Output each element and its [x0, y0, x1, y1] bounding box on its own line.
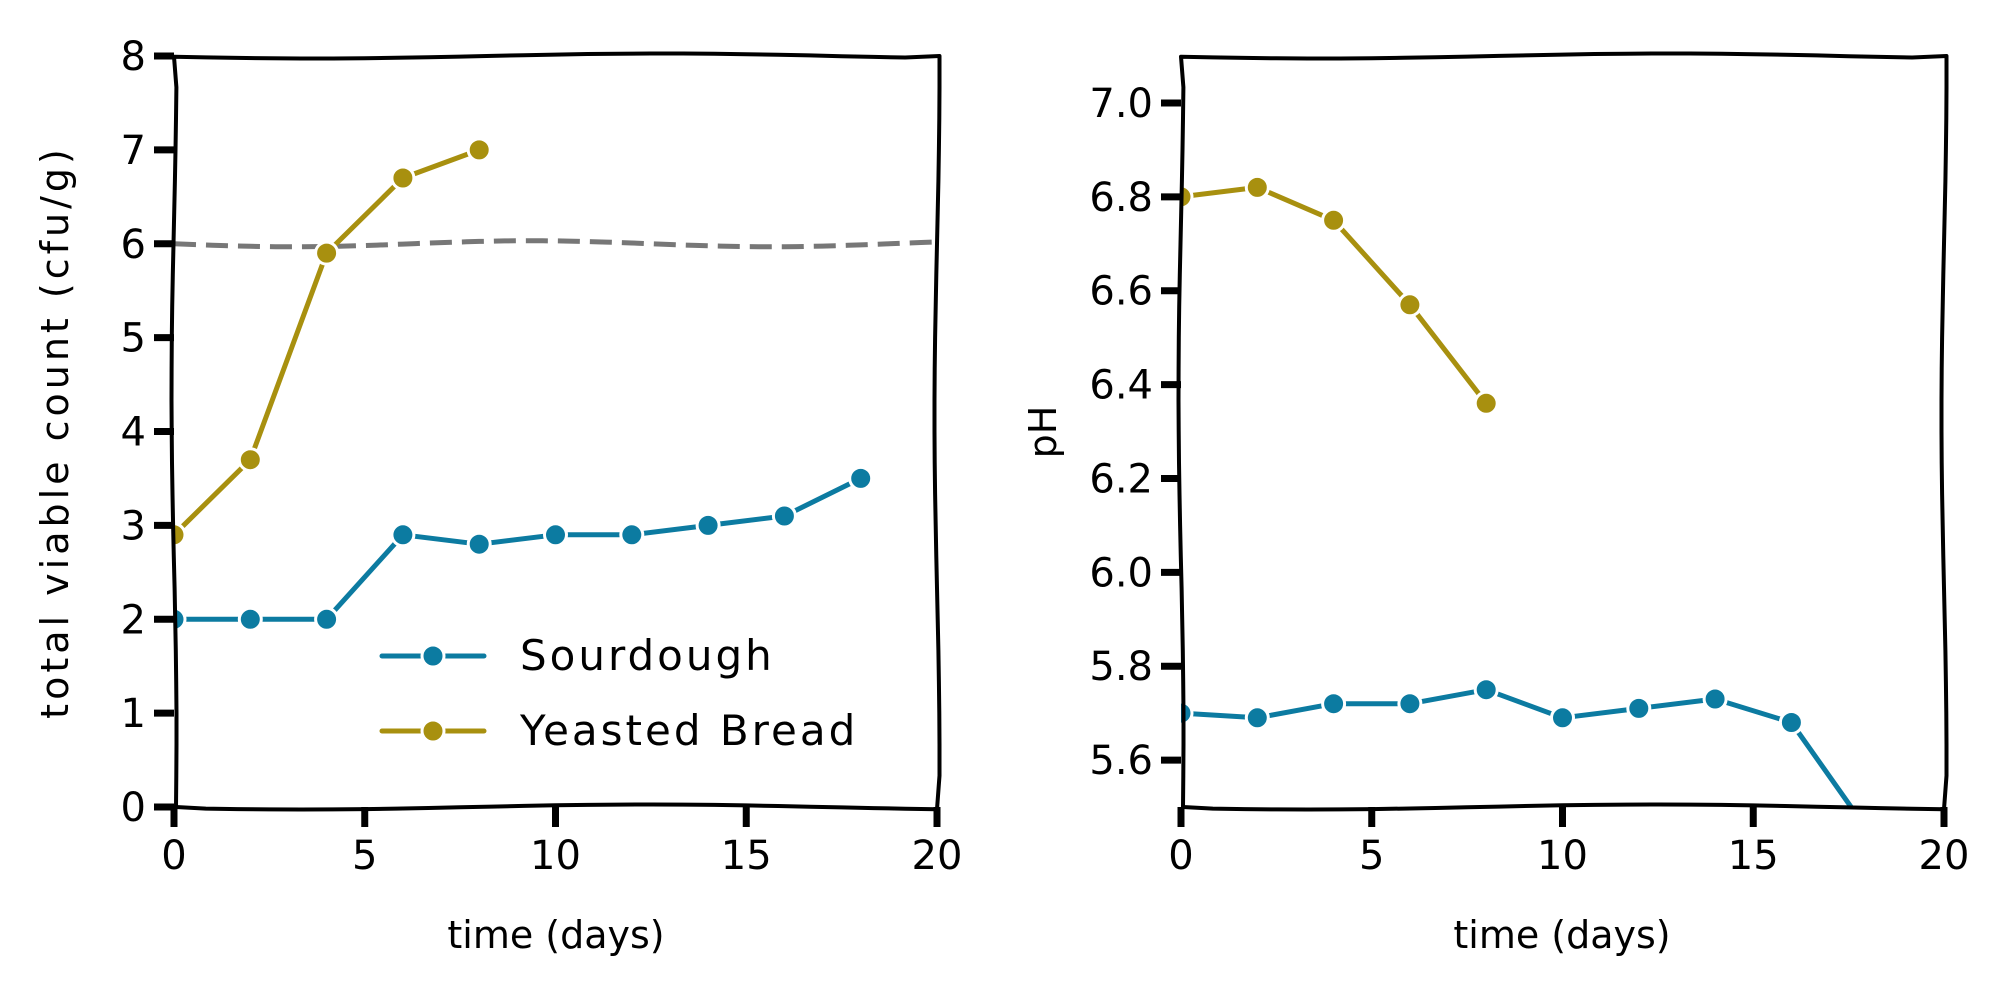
left-point-yeasted-bread-4 [466, 137, 492, 163]
left-point-sourdough-9 [848, 465, 874, 491]
left-y-tick-label-2: 2 [121, 597, 146, 643]
right-y-tick-label-6-8: 6.8 [1089, 175, 1153, 221]
left-axis-ticks: 0 5 10 15 20 0 1 2 3 4 5 6 7 8 [121, 34, 963, 879]
right-point-sourdough-7 [1702, 686, 1728, 712]
right-x-tick-label-15: 15 [1728, 833, 1779, 879]
left-point-sourdough-8 [771, 503, 797, 529]
right-y-tick-label-6-2: 6.2 [1089, 456, 1153, 502]
right-y-tick-label-5-8: 5.8 [1089, 644, 1153, 690]
left-y-tick-label-4: 4 [121, 410, 146, 456]
left-plot-area [174, 137, 937, 632]
left-x-tick-label-10: 10 [530, 833, 581, 879]
right-x-axis-label: time (days) [1453, 913, 1670, 957]
right-y-axis-label: pH [1021, 406, 1065, 459]
viable-count-chart: 0 5 10 15 20 0 1 2 3 4 5 6 7 8 time (days) total viab… [33, 34, 962, 957]
legend-marker-yeasted-bread [420, 718, 446, 744]
right-point-sourdough-4 [1473, 677, 1499, 703]
right-point-sourdough-1 [1244, 705, 1270, 731]
left-point-yeasted-bread-3 [390, 165, 416, 191]
right-point-yeasted-bread-3 [1397, 292, 1423, 318]
right-point-sourdough-3 [1397, 691, 1423, 717]
left-point-sourdough-3 [390, 522, 416, 548]
right-series-line-sourdough [1181, 687, 1855, 807]
left-y-axis-label: total viable count (cfu/g) [33, 145, 77, 719]
left-plot-frame [169, 51, 942, 812]
left-y-tick-label-8: 8 [121, 34, 146, 80]
left-point-sourdough-4 [466, 531, 492, 557]
left-y-tick-label-6: 6 [121, 222, 146, 268]
legend-marker-sourdough [420, 643, 446, 669]
legend-label-sourdough: Sourdough [520, 631, 775, 680]
left-point-sourdough-6 [619, 522, 645, 548]
left-y-tick-label-7: 7 [121, 128, 146, 174]
right-y-tick-label-7-0: 7.0 [1089, 81, 1153, 127]
right-point-sourdough-0 [1181, 700, 1194, 726]
left-x-tick-label-15: 15 [721, 833, 772, 879]
right-axis-ticks: 0 5 10 15 20 5.6 5.8 6.0 6.2 6.4 6.6 6.8 7.0 [1089, 81, 1969, 879]
right-point-sourdough-9 [1857, 820, 1879, 842]
left-x-tick-label-5: 5 [352, 833, 377, 879]
right-y-tick-label-6-0: 6.0 [1089, 550, 1153, 596]
left-point-yeasted-bread-0 [174, 522, 187, 548]
right-point-sourdough-6 [1626, 695, 1652, 721]
left-series-line-sourdough [174, 475, 864, 622]
right-point-yeasted-bread-1 [1244, 174, 1270, 200]
left-point-sourdough-5 [543, 522, 568, 548]
threshold-line [174, 238, 937, 250]
left-point-sourdough-2 [314, 606, 340, 632]
right-x-tick-label-20: 20 [1919, 833, 1970, 879]
left-point-yeasted-bread-2 [314, 240, 340, 266]
right-y-tick-label-6-6: 6.6 [1089, 269, 1153, 315]
right-point-sourdough-5 [1550, 705, 1575, 731]
right-point-sourdough-8 [1778, 710, 1804, 735]
right-plot-area [1181, 174, 1879, 842]
left-y-tick-label-1: 1 [121, 691, 146, 737]
ph-chart: 0 5 10 15 20 5.6 5.8 6.0 6.2 6.4 6.6 6.8 7.0 time (d… [1021, 51, 1969, 957]
left-point-sourdough-7 [695, 512, 721, 538]
left-y-tick-label-5: 5 [121, 316, 146, 362]
right-point-yeasted-bread-2 [1321, 207, 1347, 233]
left-point-yeasted-bread-1 [237, 447, 263, 473]
right-y-tick-label-5-6: 5.6 [1089, 738, 1153, 784]
left-x-tick-label-0: 0 [161, 833, 186, 879]
right-x-tick-label-0: 0 [1168, 833, 1193, 879]
right-x-tick-label-5: 5 [1359, 833, 1384, 879]
legend-label-yeasted-bread: Yeasted Bread [519, 706, 858, 755]
right-x-tick-label-10: 10 [1537, 833, 1588, 879]
legend: Sourdough Yeasted Bread [379, 631, 858, 755]
legend-item-yeasted-bread: Yeasted Bread [379, 706, 858, 755]
right-plot-frame [1176, 51, 1949, 812]
legend-item-sourdough: Sourdough [379, 631, 775, 680]
right-point-yeasted-bread-0 [1181, 184, 1194, 210]
right-y-tick-label-6-4: 6.4 [1089, 363, 1153, 409]
right-point-sourdough-2 [1321, 691, 1347, 717]
left-x-tick-label-20: 20 [912, 833, 963, 879]
right-point-yeasted-bread-4 [1473, 390, 1499, 416]
left-series-line-yeasted-bread [174, 147, 482, 538]
left-y-tick-label-0: 0 [121, 785, 146, 831]
left-x-axis-label: time (days) [447, 913, 664, 957]
left-y-tick-label-3: 3 [121, 503, 146, 549]
left-point-sourdough-1 [237, 606, 263, 632]
